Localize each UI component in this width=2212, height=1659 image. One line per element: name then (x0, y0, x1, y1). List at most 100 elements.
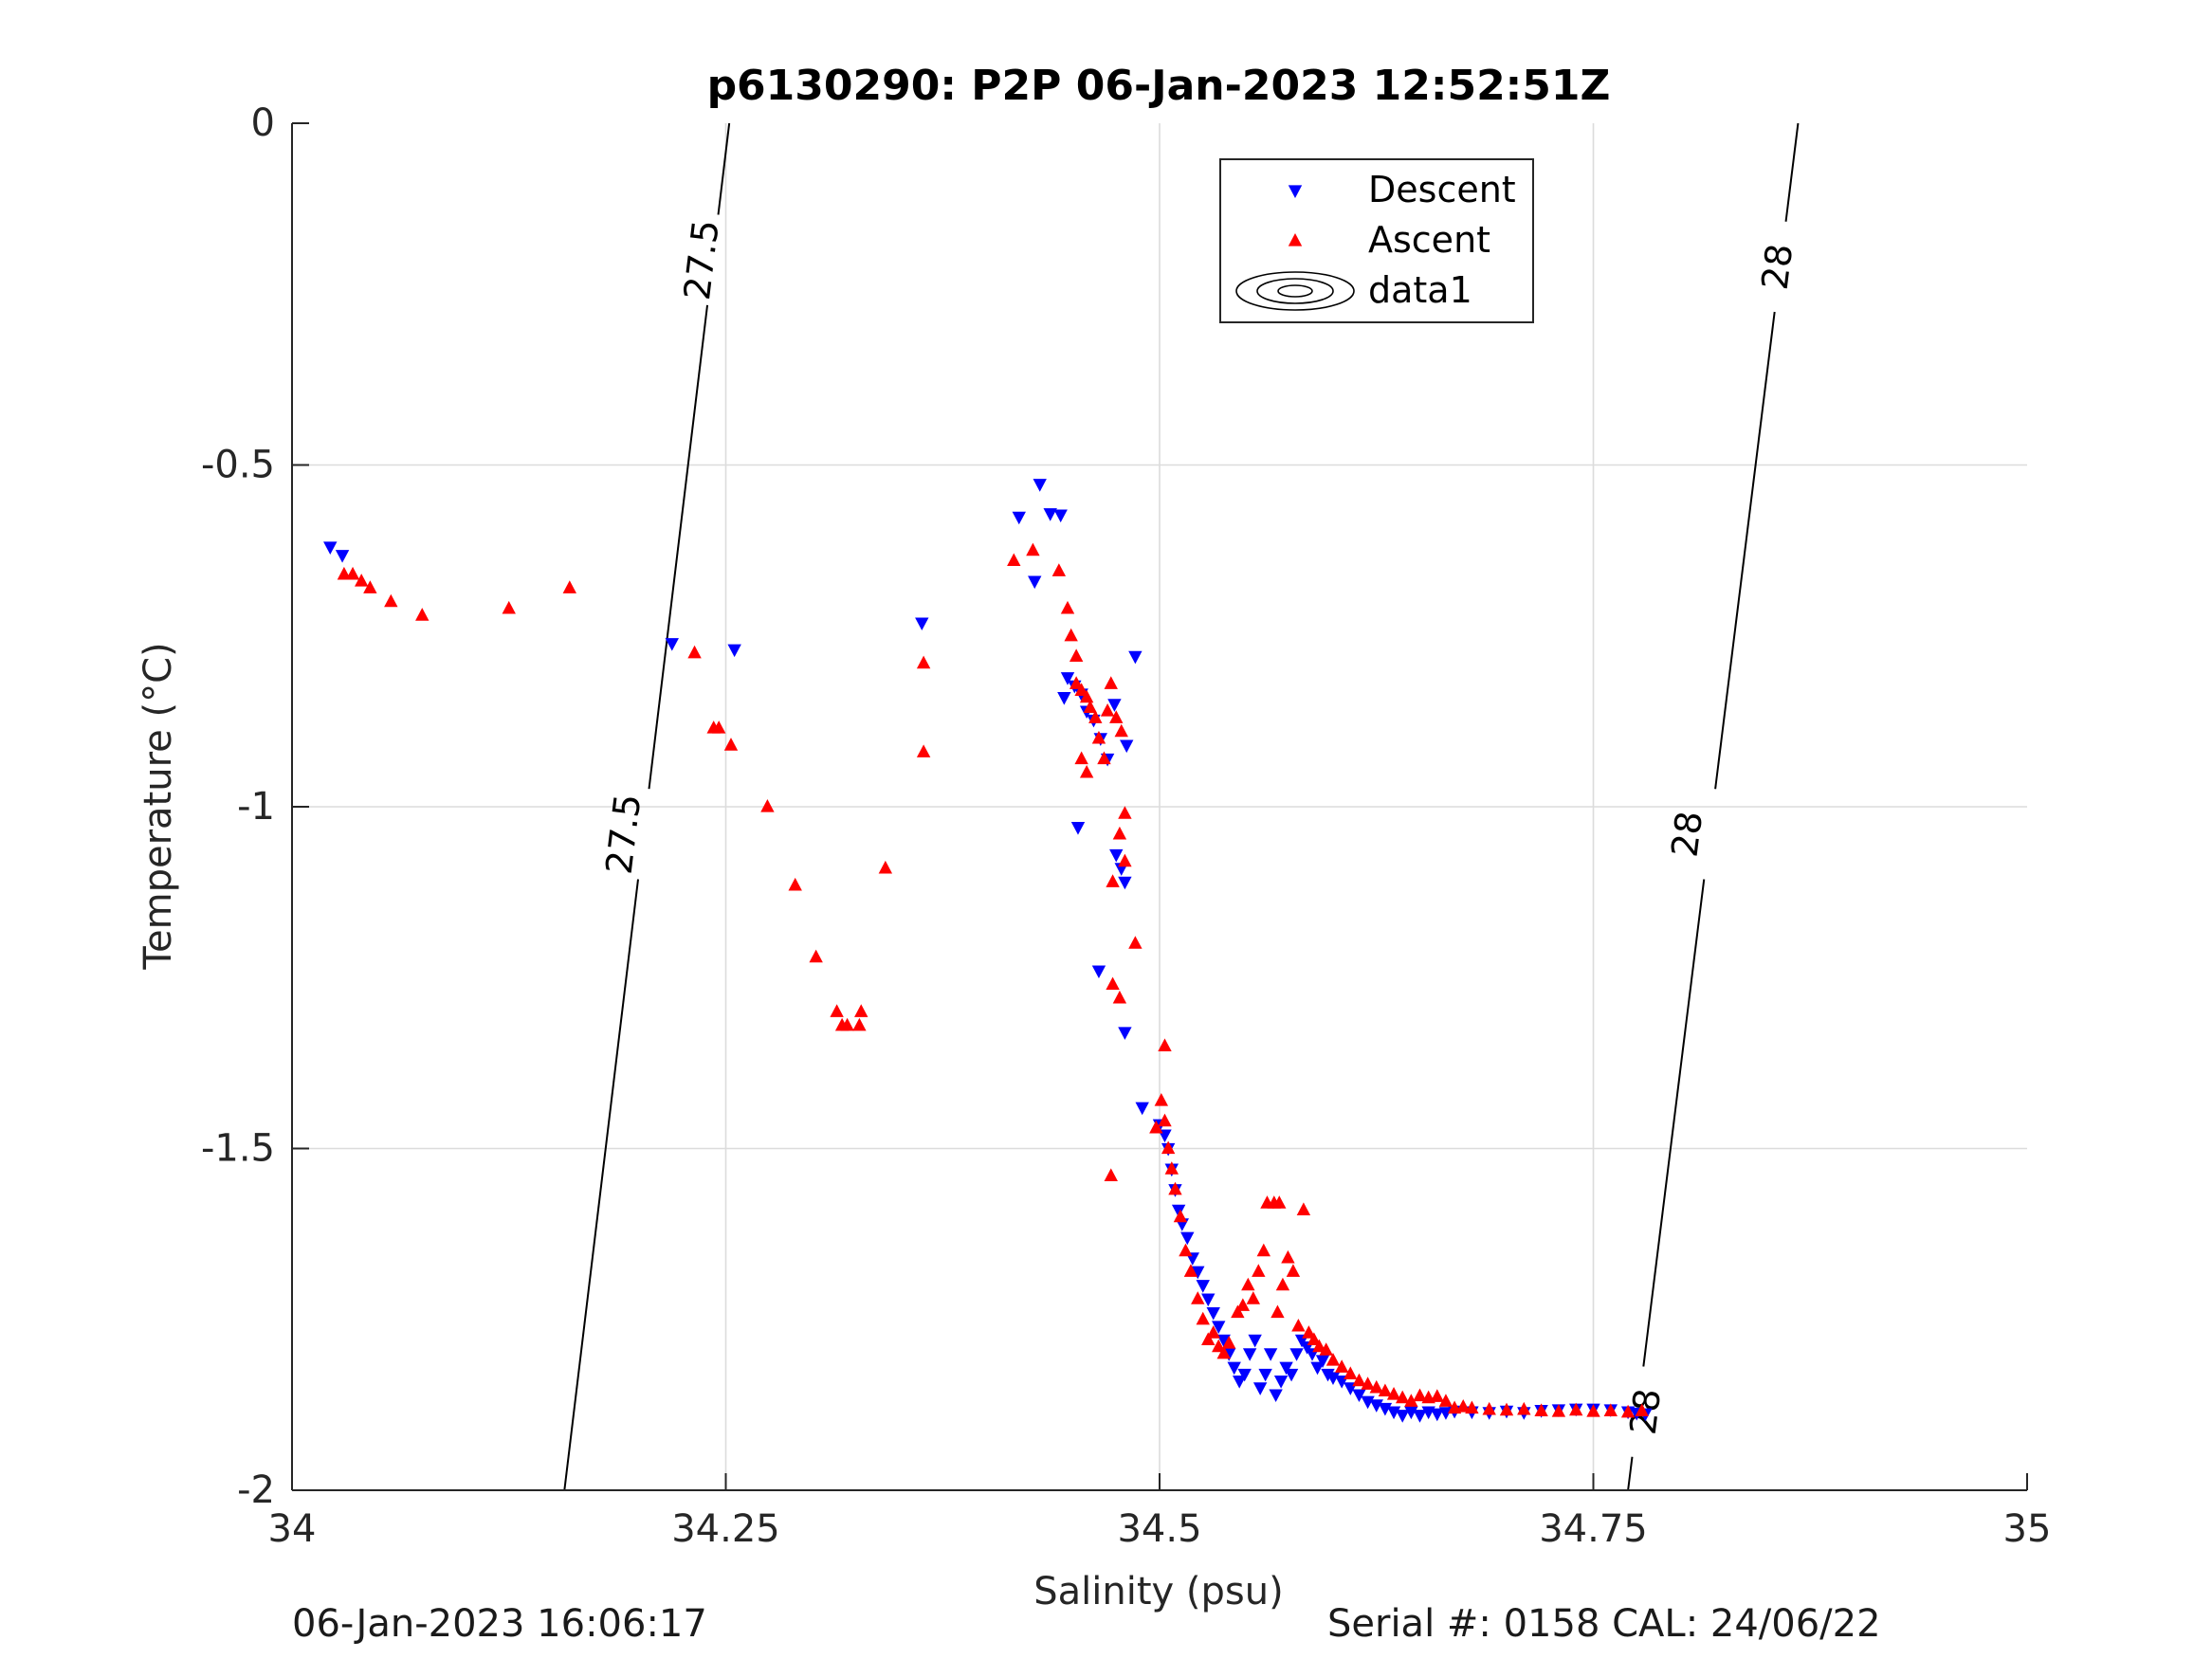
legend-label-ascent: Ascent (1368, 219, 1490, 261)
point-ascent-47 (1106, 976, 1120, 991)
x-tick-label-3: 34.75 (1539, 1507, 1648, 1551)
point-ascent-53 (1158, 1113, 1172, 1127)
x-axis-label: Salinity (psu) (1033, 1570, 1283, 1613)
point-ascent-26 (1060, 600, 1075, 614)
point-ascent-64 (1212, 1339, 1226, 1353)
point-ascent-79 (1286, 1264, 1301, 1277)
contour-line-28-seg-2 (1714, 311, 1776, 790)
point-ascent-25 (1051, 563, 1067, 576)
point-descent-63 (1325, 1372, 1341, 1386)
point-ascent-7 (562, 580, 576, 593)
point-descent-27 (1135, 1102, 1149, 1116)
point-ascent-21 (916, 655, 931, 669)
series-ascent (337, 542, 1649, 1418)
point-ascent-29 (1069, 676, 1084, 689)
point-ascent-88 (1344, 1366, 1358, 1380)
point-ascent-62 (1201, 1332, 1216, 1345)
point-ascent-98 (1430, 1389, 1444, 1402)
point-ascent-87 (1334, 1359, 1349, 1373)
series-descent (323, 479, 1653, 1423)
point-ascent-10 (711, 720, 726, 734)
point-descent-73 (1413, 1410, 1427, 1423)
y-axis-label: Temperature (°C) (137, 642, 180, 970)
point-ascent-14 (809, 949, 823, 963)
point-descent-66 (1352, 1389, 1366, 1403)
point-ascent-104 (1499, 1402, 1514, 1416)
point-ascent-54 (1161, 1140, 1176, 1155)
point-ascent-15 (830, 1004, 844, 1017)
point-descent-52 (1269, 1389, 1283, 1403)
grid-lines (292, 123, 2027, 1490)
point-ascent-84 (1312, 1339, 1326, 1353)
point-ascent-39 (1114, 723, 1128, 738)
point-descent-24 (1118, 876, 1132, 890)
footer-serial-cal: Serial #: 0158 CAL: 24/06/22 (1327, 1602, 1881, 1646)
contour-line-28-seg-3 (1784, 122, 1800, 222)
contour-label-28-2: 28 (1754, 242, 1801, 292)
contour-label-27-5-1: 27.5 (676, 218, 727, 302)
point-descent-5 (1012, 511, 1026, 525)
point-ascent-110 (1603, 1403, 1618, 1416)
point-ascent-38 (1109, 710, 1124, 723)
point-ascent-61 (1196, 1311, 1210, 1325)
point-descent-68 (1369, 1399, 1383, 1413)
point-ascent-91 (1369, 1379, 1383, 1394)
point-ascent-81 (1296, 1202, 1311, 1215)
point-ascent-93 (1386, 1387, 1401, 1400)
point-descent-70 (1386, 1406, 1401, 1420)
point-ascent-6 (502, 600, 516, 614)
point-ascent-107 (1551, 1404, 1566, 1417)
chart-title: p6130290: P2P 06-Jan-2023 12:52:51Z (707, 62, 1611, 110)
footer-timestamp: 06-Jan-2023 16:06:17 (292, 1602, 707, 1646)
point-ascent-36 (1100, 703, 1115, 717)
point-ascent-48 (1112, 990, 1127, 1004)
point-ascent-2 (355, 574, 369, 587)
point-descent-40 (1206, 1306, 1220, 1321)
point-ascent-41 (1079, 764, 1094, 778)
point-descent-56 (1289, 1348, 1304, 1361)
point-ascent-85 (1319, 1342, 1333, 1356)
axes: 34 34.25 34.5 34.75 35 0 -0.5 -1 -1.5 -2 (201, 101, 2052, 1551)
y-tick-label-1: -0.5 (201, 444, 275, 487)
point-ascent-65 (1216, 1345, 1231, 1359)
legend-marker-ascent (1288, 233, 1303, 246)
legend-marker-descent (1288, 185, 1303, 198)
point-ascent-89 (1352, 1373, 1366, 1387)
point-ascent-27 (1064, 628, 1078, 642)
point-descent-26 (1118, 1027, 1132, 1040)
point-ascent-106 (1534, 1403, 1548, 1416)
contour-line-28-seg-0 (1627, 1456, 1634, 1491)
point-descent-76 (1438, 1407, 1453, 1420)
point-descent-17 (1107, 699, 1122, 712)
point-ascent-59 (1183, 1264, 1198, 1277)
point-descent-44 (1227, 1361, 1241, 1376)
point-ascent-28 (1069, 648, 1084, 662)
point-ascent-42 (1106, 874, 1120, 887)
point-descent-37 (1191, 1266, 1205, 1280)
point-ascent-70 (1246, 1291, 1261, 1304)
x-tick-label-1: 34.25 (671, 1507, 780, 1551)
point-ascent-0 (337, 566, 352, 580)
point-ascent-56 (1168, 1181, 1182, 1195)
point-descent-33 (1171, 1204, 1186, 1218)
point-ascent-57 (1173, 1209, 1188, 1223)
density-contours: 27.527.5282828 (563, 122, 1801, 1491)
point-ascent-75 (1272, 1195, 1287, 1209)
point-ascent-71 (1252, 1264, 1266, 1277)
legend-label-descent: Descent (1368, 169, 1516, 210)
point-descent-10 (1060, 672, 1075, 685)
point-ascent-80 (1291, 1318, 1306, 1332)
point-ascent-1 (345, 566, 360, 580)
point-ascent-8 (687, 645, 702, 659)
point-ascent-67 (1231, 1304, 1245, 1319)
point-ascent-50 (1104, 1168, 1118, 1181)
point-ascent-78 (1281, 1249, 1295, 1264)
point-descent-6 (1033, 479, 1047, 492)
point-ascent-35 (1097, 751, 1111, 765)
point-ascent-55 (1164, 1161, 1179, 1175)
point-ascent-33 (1088, 710, 1103, 723)
point-ascent-20 (878, 860, 893, 874)
point-descent-54 (1279, 1361, 1293, 1376)
point-ascent-77 (1275, 1277, 1290, 1291)
contour-label-28-1: 28 (1664, 809, 1711, 859)
